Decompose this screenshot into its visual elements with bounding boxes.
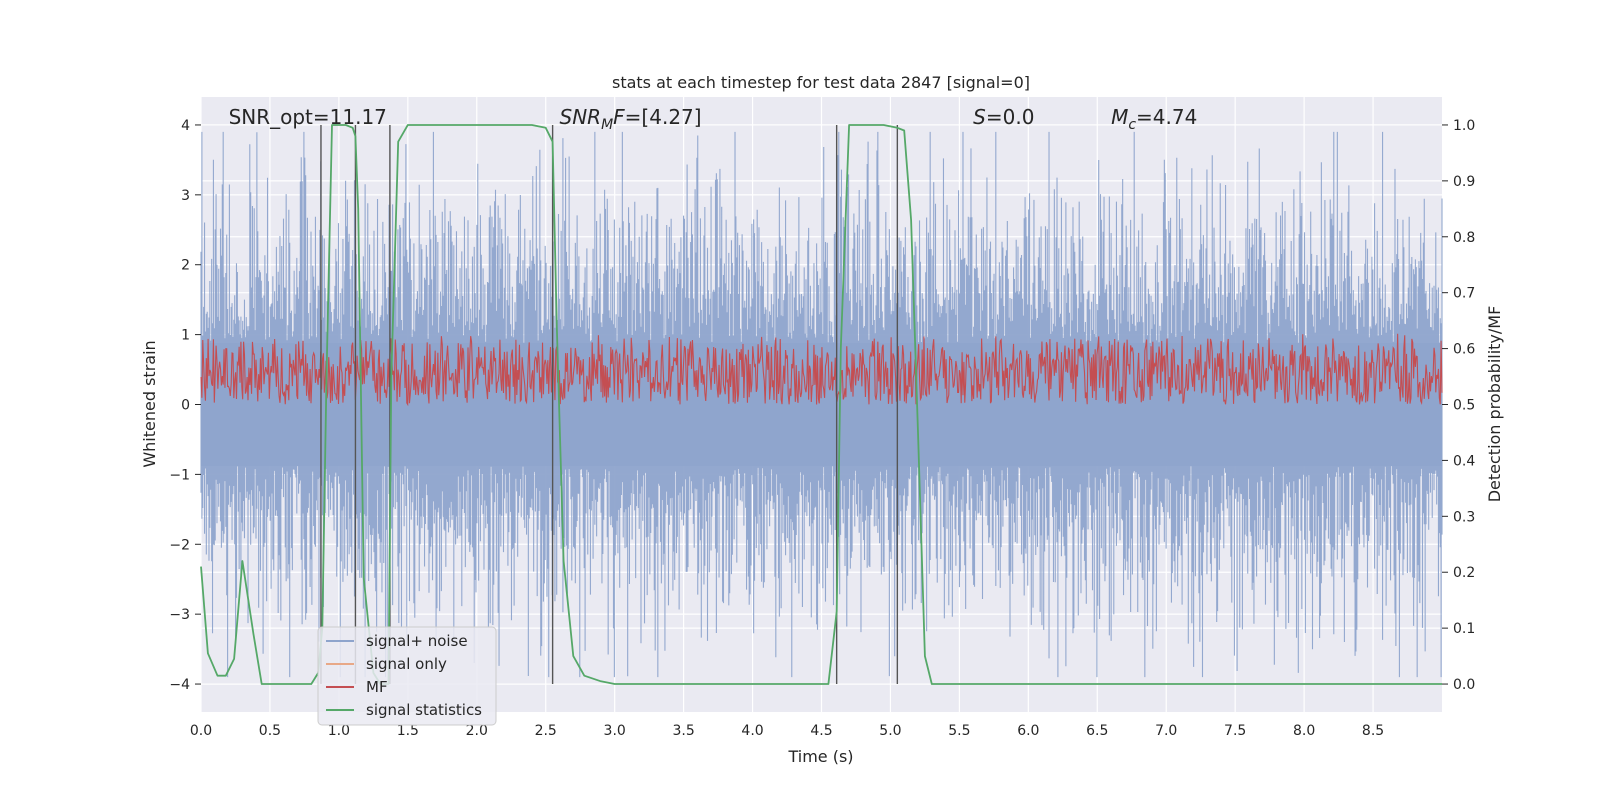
x-tick-label: 6.0: [1017, 723, 1039, 739]
y-tick-label: 1: [181, 328, 190, 344]
y-tick-label: 0: [181, 398, 190, 414]
x-tick-label: 7.5: [1224, 723, 1246, 739]
x-tick-label: 2.5: [535, 723, 557, 739]
x-tick-label: 3.0: [604, 723, 626, 739]
y-right-tick-label: 0.8: [1453, 230, 1475, 246]
x-tick-label: 3.5: [672, 723, 694, 739]
y-tick-label: −1: [169, 467, 190, 483]
y-right-tick-label: 0.9: [1453, 174, 1475, 190]
signal-statistics-line: [200, 124, 1442, 685]
annotation-snr-mf: SNRMF=[4.27]: [560, 105, 702, 133]
x-tick-label: 0.0: [190, 723, 212, 739]
y-right-tick-label: 1.0: [1453, 118, 1475, 134]
signal-statistics-series: [200, 124, 1442, 685]
y-tick-label: 3: [181, 188, 190, 204]
mf-series: [200, 333, 1443, 407]
x-axis-label: Time (s): [787, 747, 853, 766]
y-right-tick-label: 0.3: [1453, 509, 1475, 525]
legend-label: signal+ noise: [366, 632, 468, 650]
x-tick-label: 8.5: [1362, 723, 1384, 739]
x-axis-ticks: 0.0 0.5 1.0 1.5 2.0 2.5 3.0 3.5 4.0 4.5 5.0 5.5 6.0 6…: [190, 723, 1384, 739]
y-tick-label: −2: [169, 537, 190, 553]
x-tick-label: 0.5: [259, 723, 281, 739]
y-tick-label: 4: [181, 118, 190, 134]
x-tick-label: 4.5: [810, 723, 832, 739]
annotation-s-value: S=0.0: [973, 105, 1034, 129]
legend-box: [317, 626, 497, 726]
legend-label: MF: [366, 678, 388, 696]
x-tick-label: 1.5: [397, 723, 419, 739]
annotation-snr-opt: SNR_opt=11.17: [229, 105, 387, 129]
y-right-axis-ticks: 1.0 0.9 0.8 0.7 0.6 0.5 0.4 0.3 0.2 0.1 0.0: [1442, 118, 1475, 693]
y-tick-label: −4: [169, 677, 190, 693]
y-right-axis-label: Detection probability/MF: [1485, 306, 1504, 503]
x-tick-label: 6.5: [1086, 723, 1108, 739]
annotation-mc-value: Mc=4.74: [1111, 105, 1197, 133]
chart-title: stats at each timestep for test data 284…: [612, 73, 1030, 92]
y-axis-label: Whitened strain: [140, 340, 159, 467]
y-right-tick-label: 0.4: [1453, 453, 1475, 469]
y-tick-label: 2: [181, 258, 190, 274]
annotations: SNR_opt=11.17 SNRMF=[4.27] S=0.0 Mc=4.74: [229, 105, 1198, 133]
y-right-tick-label: 0.0: [1453, 677, 1475, 693]
x-tick-label: 7.0: [1155, 723, 1177, 739]
x-tick-label: 2.0: [466, 723, 488, 739]
x-tick-label: 5.0: [879, 723, 901, 739]
y-right-tick-label: 0.1: [1453, 621, 1475, 637]
x-tick-label: 5.5: [948, 723, 970, 739]
y-right-tick-label: 0.2: [1453, 565, 1475, 581]
y-right-tick-label: 0.6: [1453, 342, 1475, 358]
y-right-tick-label: 0.7: [1453, 286, 1475, 302]
y-tick-label: −3: [169, 607, 190, 623]
legend: signal+ noise signal only MF signal statist…: [317, 626, 497, 726]
x-tick-label: 4.0: [741, 723, 763, 739]
mf-line: [200, 333, 1443, 407]
legend-label: signal only: [366, 655, 447, 673]
legend-label: signal statistics: [366, 701, 482, 719]
x-tick-label: 1.0: [328, 723, 350, 739]
y-axis-ticks: 4 3 2 1 0 −1 −2 −3 −4: [169, 118, 201, 693]
x-tick-label: 8.0: [1293, 723, 1315, 739]
y-right-tick-label: 0.5: [1453, 398, 1475, 414]
